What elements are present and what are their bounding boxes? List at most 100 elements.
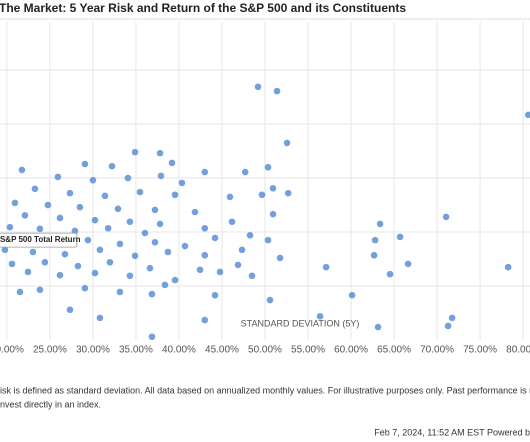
point [101, 192, 109, 200]
point [201, 224, 209, 232]
point [6, 223, 14, 231]
point [211, 234, 219, 242]
point [8, 260, 16, 268]
point [131, 252, 139, 260]
x-tick-label: 60.00% [334, 345, 368, 356]
point [74, 262, 82, 270]
point [66, 306, 74, 314]
point [81, 160, 89, 168]
point [126, 272, 134, 280]
point [246, 231, 254, 239]
point [196, 266, 204, 274]
point [248, 272, 256, 280]
point [234, 261, 242, 269]
x-tick-label: 35.00% [119, 345, 153, 356]
point [168, 159, 176, 167]
point [264, 236, 272, 244]
point [151, 238, 159, 246]
point [171, 276, 179, 284]
point [442, 213, 450, 221]
point [151, 206, 159, 214]
point [371, 236, 379, 244]
point [24, 268, 32, 276]
point [448, 314, 456, 322]
point [386, 270, 394, 278]
point [316, 312, 324, 320]
x-tick-label: 45.00% [205, 345, 239, 356]
annotation-box [0, 232, 78, 248]
point [11, 199, 19, 207]
point [36, 286, 44, 294]
point [89, 176, 97, 184]
point [76, 203, 84, 211]
point [273, 87, 281, 95]
point [148, 290, 156, 298]
point [41, 258, 49, 266]
point [191, 208, 199, 216]
point [228, 218, 236, 226]
point [126, 218, 134, 226]
x-tick-label: 40.00% [162, 345, 196, 356]
point [157, 172, 165, 180]
point [504, 263, 512, 271]
point [258, 191, 266, 199]
point [201, 251, 209, 259]
grid [0, 22, 530, 340]
point [211, 291, 219, 299]
point [370, 251, 378, 259]
point [21, 211, 29, 219]
point [164, 248, 172, 256]
point [171, 191, 179, 199]
point [146, 264, 154, 272]
point [71, 227, 79, 235]
x-tick-label: 20.00% [0, 345, 24, 356]
point [91, 216, 99, 224]
x-tick-label: 50.00% [248, 345, 282, 356]
point [96, 314, 104, 322]
x-tick-label: 30.00% [76, 345, 110, 356]
point [226, 193, 234, 201]
point [376, 220, 384, 228]
timestamp: Feb 7, 2024, 11:52 AM EST Powered b [374, 427, 530, 437]
point [156, 149, 164, 157]
point [18, 166, 26, 174]
point [56, 271, 64, 279]
point [131, 148, 139, 156]
point [404, 260, 412, 268]
point [56, 214, 64, 222]
footnote: nvest directly in an index. [0, 399, 101, 409]
point [161, 281, 169, 289]
point [31, 185, 39, 193]
x-tick-label: 75.00% [463, 345, 497, 356]
x-tick-label: 70.00% [420, 345, 454, 356]
point [104, 224, 112, 232]
point [524, 111, 530, 119]
point [241, 168, 249, 176]
point [374, 323, 382, 331]
x-tick-label: 80.00% [506, 345, 530, 356]
point [54, 173, 62, 181]
x-axis-label: STANDARD DEVIATION (5Y) [241, 318, 360, 328]
point [16, 288, 24, 296]
point [124, 174, 132, 182]
point [91, 269, 99, 277]
point [254, 83, 262, 91]
point [238, 246, 246, 254]
point [269, 210, 277, 218]
point [322, 263, 330, 271]
point [178, 179, 186, 187]
point [1, 246, 9, 254]
point [148, 333, 156, 341]
point [44, 201, 52, 209]
point [264, 163, 272, 171]
point [283, 139, 291, 147]
point [29, 248, 37, 256]
point [276, 254, 284, 262]
chart-title: The Market: 5 Year Risk and Return of th… [0, 1, 406, 15]
point [396, 233, 404, 241]
point [96, 246, 104, 254]
point [66, 189, 74, 197]
point [181, 242, 189, 250]
point [116, 240, 124, 248]
